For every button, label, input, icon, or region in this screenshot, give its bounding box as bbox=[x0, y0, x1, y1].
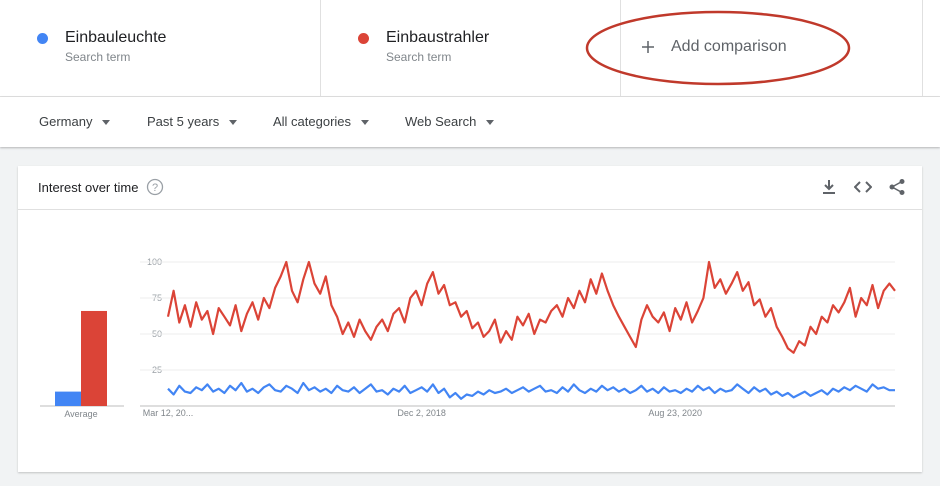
term-cell[interactable]: Einbaustrahler Search term bbox=[321, 0, 621, 96]
help-icon[interactable]: ? bbox=[146, 178, 164, 196]
header: Einbauleuchte Search term Einbaustrahler… bbox=[0, 0, 940, 97]
term-color bbox=[358, 33, 369, 44]
embed-icon[interactable] bbox=[854, 178, 872, 196]
annotation-circle bbox=[585, 10, 851, 86]
term-name: Einbauleuchte bbox=[65, 29, 167, 46]
filter-bar: Germany Past 5 years All categories Web … bbox=[0, 97, 940, 147]
card-title: Interest over time bbox=[38, 180, 139, 195]
divider bbox=[18, 209, 922, 210]
filter-dropdown[interactable]: Past 5 years bbox=[147, 114, 237, 129]
term-cell[interactable]: Einbauleuchte Search term bbox=[0, 0, 321, 96]
add-comparison-label: Add comparison bbox=[671, 38, 787, 55]
term-subtitle: Search term bbox=[386, 50, 452, 64]
x-tick-label: Aug 23, 2020 bbox=[648, 408, 702, 418]
term-color bbox=[37, 33, 48, 44]
trend-line bbox=[166, 260, 896, 354]
download-icon[interactable] bbox=[820, 178, 838, 196]
share-icon[interactable] bbox=[888, 178, 906, 196]
filter-dropdown[interactable]: All categories bbox=[273, 114, 369, 129]
filter-dropdown[interactable]: Web Search bbox=[405, 114, 494, 129]
filter-dropdown[interactable]: Germany bbox=[39, 114, 110, 129]
trend-line bbox=[167, 381, 895, 400]
x-tick-label: Average bbox=[64, 409, 97, 419]
x-tick-label: Mar 12, 20... bbox=[143, 408, 194, 418]
average-bar bbox=[55, 391, 81, 406]
term-subtitle: Search term bbox=[65, 50, 131, 64]
svg-text:?: ? bbox=[152, 182, 158, 194]
plus-icon bbox=[642, 41, 654, 53]
average-bar bbox=[81, 310, 107, 406]
term-name: Einbaustrahler bbox=[386, 29, 490, 46]
add-comparison[interactable]: Add comparison bbox=[621, 0, 923, 96]
x-tick-label: Dec 2, 2018 bbox=[397, 408, 446, 418]
